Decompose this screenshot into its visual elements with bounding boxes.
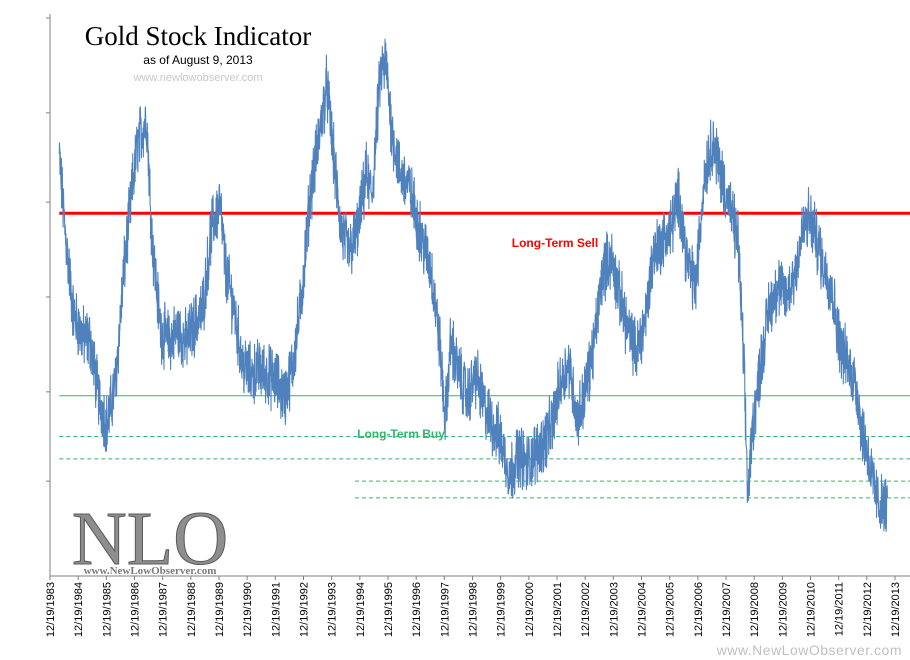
x-tick-label-27: 12/19/2010 xyxy=(806,582,818,637)
x-tick-label-4: 12/19/1987 xyxy=(158,582,170,637)
x-axis-labels: 12/19/1983 12/19/1984 12/19/1985 12/19/1986… xyxy=(45,582,902,637)
x-tick-label-12: 12/19/1995 xyxy=(383,582,395,637)
x-tick-label-0: 12/19/1983 xyxy=(45,582,57,637)
x-tick-label-8: 12/19/1991 xyxy=(270,582,282,637)
x-tick-label-2: 12/19/1985 xyxy=(101,582,113,637)
label-long-term-sell: Long-Term Sell xyxy=(512,236,598,250)
x-tick-label-3: 12/19/1986 xyxy=(130,582,142,637)
x-tick-label-14: 12/19/1997 xyxy=(439,582,451,637)
y-axis-ticks xyxy=(46,17,50,482)
x-tick-label-11: 12/19/1994 xyxy=(355,582,367,637)
nlo-logo: NLO www.NewLowObserver.com xyxy=(71,497,228,582)
watermark-bottom: www.NewLowObserver.com xyxy=(716,642,902,658)
x-tick-label-17: 12/19/2000 xyxy=(524,582,536,637)
x-tick-label-20: 12/19/2003 xyxy=(608,582,620,637)
x-axis-ticks xyxy=(49,576,896,580)
logo-text: NLO xyxy=(72,497,228,581)
x-tick-label-10: 12/19/1993 xyxy=(327,582,339,637)
x-tick-label-25: 12/19/2008 xyxy=(749,582,761,637)
x-tick-label-1: 12/19/1984 xyxy=(73,582,85,637)
x-tick-label-24: 12/19/2007 xyxy=(721,582,733,637)
series-line-gold-stock-indicator xyxy=(58,38,888,532)
label-long-term-buy: Long-Term Buy xyxy=(357,427,445,441)
logo-url: www.NewLowObserver.com xyxy=(84,565,217,577)
x-tick-label-19: 12/19/2002 xyxy=(580,582,592,637)
x-tick-label-13: 12/19/1996 xyxy=(411,582,423,637)
x-tick-label-15: 12/19/1998 xyxy=(468,582,480,637)
x-tick-label-16: 12/19/1999 xyxy=(496,582,508,637)
chart-subtitle: as of August 9, 2013 xyxy=(143,53,253,67)
x-tick-label-6: 12/19/1989 xyxy=(214,582,226,637)
x-tick-label-22: 12/19/2005 xyxy=(665,582,677,637)
chart-title: Gold Stock Indicator xyxy=(85,21,311,51)
x-tick-label-23: 12/19/2006 xyxy=(693,582,705,637)
x-tick-label-29: 12/19/2012 xyxy=(862,582,874,637)
watermark-top: www.newlowobserver.com xyxy=(133,72,263,84)
x-tick-label-7: 12/19/1990 xyxy=(242,582,254,637)
x-tick-label-28: 12/19/2011 xyxy=(834,582,846,636)
x-tick-label-9: 12/19/1992 xyxy=(299,582,311,637)
x-tick-label-5: 12/19/1988 xyxy=(186,582,198,637)
x-tick-label-26: 12/19/2009 xyxy=(777,582,789,637)
x-tick-label-21: 12/19/2004 xyxy=(637,582,649,637)
x-tick-label-30: 12/19/2013 xyxy=(890,582,902,637)
x-tick-label-18: 12/19/2001 xyxy=(552,582,564,637)
